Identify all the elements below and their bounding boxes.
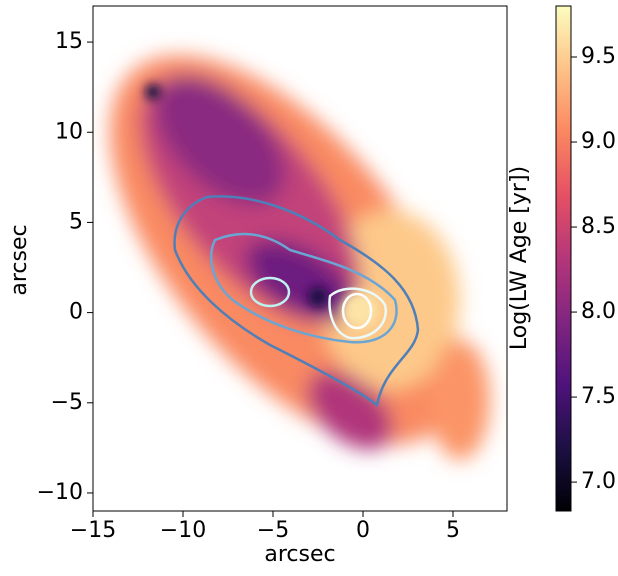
- contour: [341, 292, 373, 330]
- image-region: [110, 55, 490, 460]
- y-tick-label: 15: [55, 29, 83, 54]
- image: [110, 55, 490, 460]
- y-tick-label: −5: [51, 390, 83, 415]
- x-tick-label: −15: [70, 518, 116, 543]
- x-tick-label: −10: [160, 518, 206, 543]
- contours: [173, 195, 420, 408]
- colorbar-label: Log(LW Age [yr]): [507, 166, 532, 350]
- colorbar-tick-label: 7.0: [581, 469, 616, 494]
- y-tick-label: 5: [69, 209, 83, 234]
- colorbar: [555, 5, 572, 512]
- colorbar-tick-label: 7.5: [581, 384, 616, 409]
- y-tick-label: 0: [69, 300, 83, 325]
- contour: [328, 287, 388, 340]
- x-tick-label: 0: [356, 518, 370, 543]
- y-axis-label: arcsec: [7, 224, 32, 295]
- x-tick-label: 5: [446, 518, 460, 543]
- x-axis-label: arcsec: [264, 542, 335, 567]
- colorbar-tick-label: 8.0: [581, 299, 616, 324]
- colorbar-tick-label: 8.5: [581, 214, 616, 239]
- colorbar-tick-label: 9.5: [581, 44, 616, 69]
- y-tick-label: 10: [55, 119, 83, 144]
- colorbar-tick-label: 9.0: [581, 129, 616, 154]
- contour: [210, 232, 398, 344]
- x-tick-label: −5: [257, 518, 289, 543]
- plot-frame: [92, 5, 508, 512]
- y-tick-label: −10: [37, 480, 83, 505]
- contour: [249, 276, 291, 308]
- contour: [173, 195, 420, 408]
